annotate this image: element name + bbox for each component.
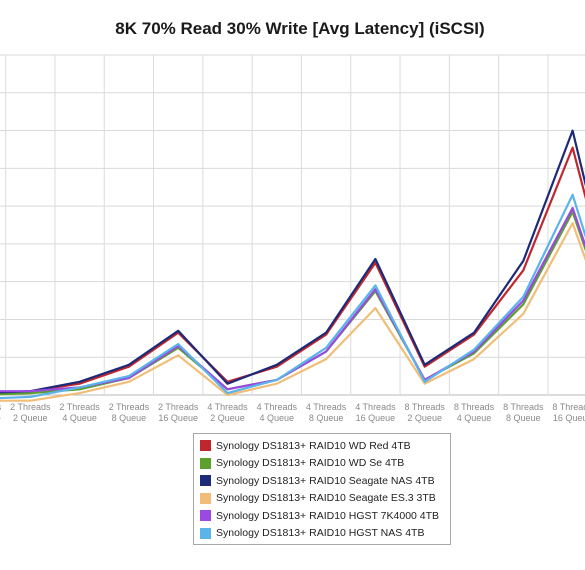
legend-label: Synology DS1813+ RAID10 HGST 7K4000 4TB [216,509,440,522]
legend-item: Synology DS1813+ RAID10 HGST 7K4000 4TB [200,507,450,525]
x-tick-label: 4 Threads 16 Queue [355,402,396,423]
series-line-5 [0,193,585,400]
series-line-3 [0,222,585,402]
x-tick-label: 2 Threads 4 Queue [59,402,100,423]
x-tick-label: 8 Threads 2 Queue [405,402,446,423]
legend-swatch [200,527,211,539]
legend-item: Synology DS1813+ RAID10 HGST NAS 4TB [200,525,450,543]
legend-swatch [200,510,211,522]
x-tick-label: 4 Threads 2 Queue [207,402,248,423]
x-tick-label: 4 Threads 8 Queue [306,402,347,423]
x-tick-label: 4 Threads 4 Queue [257,402,298,423]
legend-swatch [200,440,211,452]
legend-item: Synology DS1813+ RAID10 WD Se 4TB [200,455,450,473]
legend-item: Synology DS1813+ RAID10 Seagate NAS 4TB [200,472,450,490]
legend-item: Synology DS1813+ RAID10 WD Red 4TB [200,437,450,455]
x-tick-label: 2 Threads 16 Queue [158,402,199,423]
x-tick-label: 8 Threads 8 Queue [503,402,544,423]
grid-lines [0,54,585,396]
legend-item: Synology DS1813+ RAID10 Seagate ES.3 3TB [200,490,450,508]
chart-title: 8K 70% Read 30% Write [Avg Latency] (iSC… [115,19,485,38]
x-tick-label: 2 Threads 8 Queue [109,402,150,423]
legend-label: Synology DS1813+ RAID10 WD Red 4TB [216,439,411,452]
legend-swatch [200,457,211,469]
legend-swatch [200,492,211,504]
x-tick-label: 2 Threads 2 Queue [10,402,51,423]
legend-label: Synology DS1813+ RAID10 HGST NAS 4TB [216,527,425,540]
legend-label: Synology DS1813+ RAID10 Seagate ES.3 3TB [216,492,436,505]
series-line-2 [0,129,585,394]
legend: Synology DS1813+ RAID10 WD Red 4TB Synolo… [193,433,451,545]
legend-swatch [200,475,211,487]
legend-label: Synology DS1813+ RAID10 Seagate NAS 4TB [216,474,435,487]
series-lines [0,129,585,402]
x-tick-label: 8 Threads 4 Queue [454,402,495,423]
series-line-0 [0,146,585,394]
legend-label: Synology DS1813+ RAID10 WD Se 4TB [216,457,405,470]
